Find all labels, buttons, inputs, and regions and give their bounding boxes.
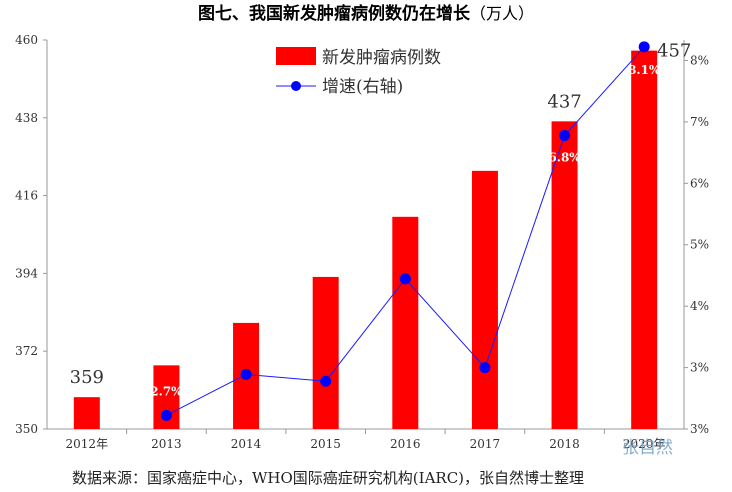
bar bbox=[471, 170, 498, 429]
growth-data-label: 8.1% bbox=[628, 63, 661, 77]
growth-point bbox=[399, 273, 411, 285]
legend-marker-swatch bbox=[291, 81, 301, 91]
plot-area: 350 372 394 416 438 460 3% 3% 4% 5% 6% 7% 8% 2012年 201… bbox=[15, 33, 709, 451]
growth-data-label: 6.8% bbox=[548, 151, 581, 165]
bar bbox=[631, 50, 658, 429]
legend: 新发肿瘤病例数 增速(右轴) bbox=[276, 47, 441, 97]
growth-point bbox=[559, 130, 571, 142]
growth-point bbox=[638, 41, 650, 53]
left-tick-label: 394 bbox=[15, 266, 38, 280]
legend-label-growth: 增速(右轴) bbox=[322, 77, 403, 97]
left-tick-label: 416 bbox=[15, 189, 38, 203]
growth-point bbox=[479, 362, 491, 374]
bar-data-label: 359 bbox=[70, 367, 104, 388]
x-tick-label: 2015 bbox=[310, 437, 341, 451]
x-tick-label: 2016 bbox=[390, 437, 421, 451]
bar bbox=[551, 121, 578, 429]
legend-bar-swatch bbox=[276, 47, 316, 65]
left-tick-label: 460 bbox=[15, 33, 38, 47]
right-tick-label: 3% bbox=[690, 361, 709, 375]
growth-data-label: 2.7% bbox=[150, 384, 183, 398]
x-tick-label: 2013 bbox=[151, 437, 182, 451]
x-tick-label: 2017 bbox=[470, 437, 501, 451]
growth-point bbox=[240, 368, 252, 380]
growth-point bbox=[320, 375, 332, 387]
bar-data-label: 457 bbox=[657, 41, 691, 62]
source-note: 数据来源：国家癌症中心，WHO国际癌症研究机构(IARC)，张自然博士整理 bbox=[72, 469, 584, 487]
growth-point bbox=[160, 409, 172, 421]
watermark: 张自然 bbox=[622, 438, 673, 458]
bar bbox=[312, 276, 339, 429]
chart-title: 图七、我国新发肿瘤病例数仍在增长（万人） bbox=[198, 3, 534, 24]
bar bbox=[392, 216, 419, 429]
legend-label-cases: 新发肿瘤病例数 bbox=[322, 48, 441, 68]
x-tick-label: 2018 bbox=[549, 437, 580, 451]
right-tick-label: 4% bbox=[690, 299, 709, 313]
left-tick-label: 350 bbox=[15, 422, 38, 436]
right-tick-label: 8% bbox=[690, 53, 709, 67]
left-tick-label: 372 bbox=[15, 344, 38, 358]
x-tick-label: 2020年 bbox=[623, 437, 666, 451]
right-tick-label: 7% bbox=[690, 115, 709, 129]
bar-data-label: 437 bbox=[547, 91, 581, 112]
x-tick-label: 2012年 bbox=[66, 437, 109, 451]
right-tick-label: 5% bbox=[690, 238, 709, 252]
right-tick-label: 6% bbox=[690, 176, 709, 190]
bar bbox=[73, 397, 100, 429]
right-tick-label: 3% bbox=[690, 422, 709, 436]
x-tick-label: 2014 bbox=[231, 437, 262, 451]
left-tick-label: 438 bbox=[15, 111, 38, 125]
